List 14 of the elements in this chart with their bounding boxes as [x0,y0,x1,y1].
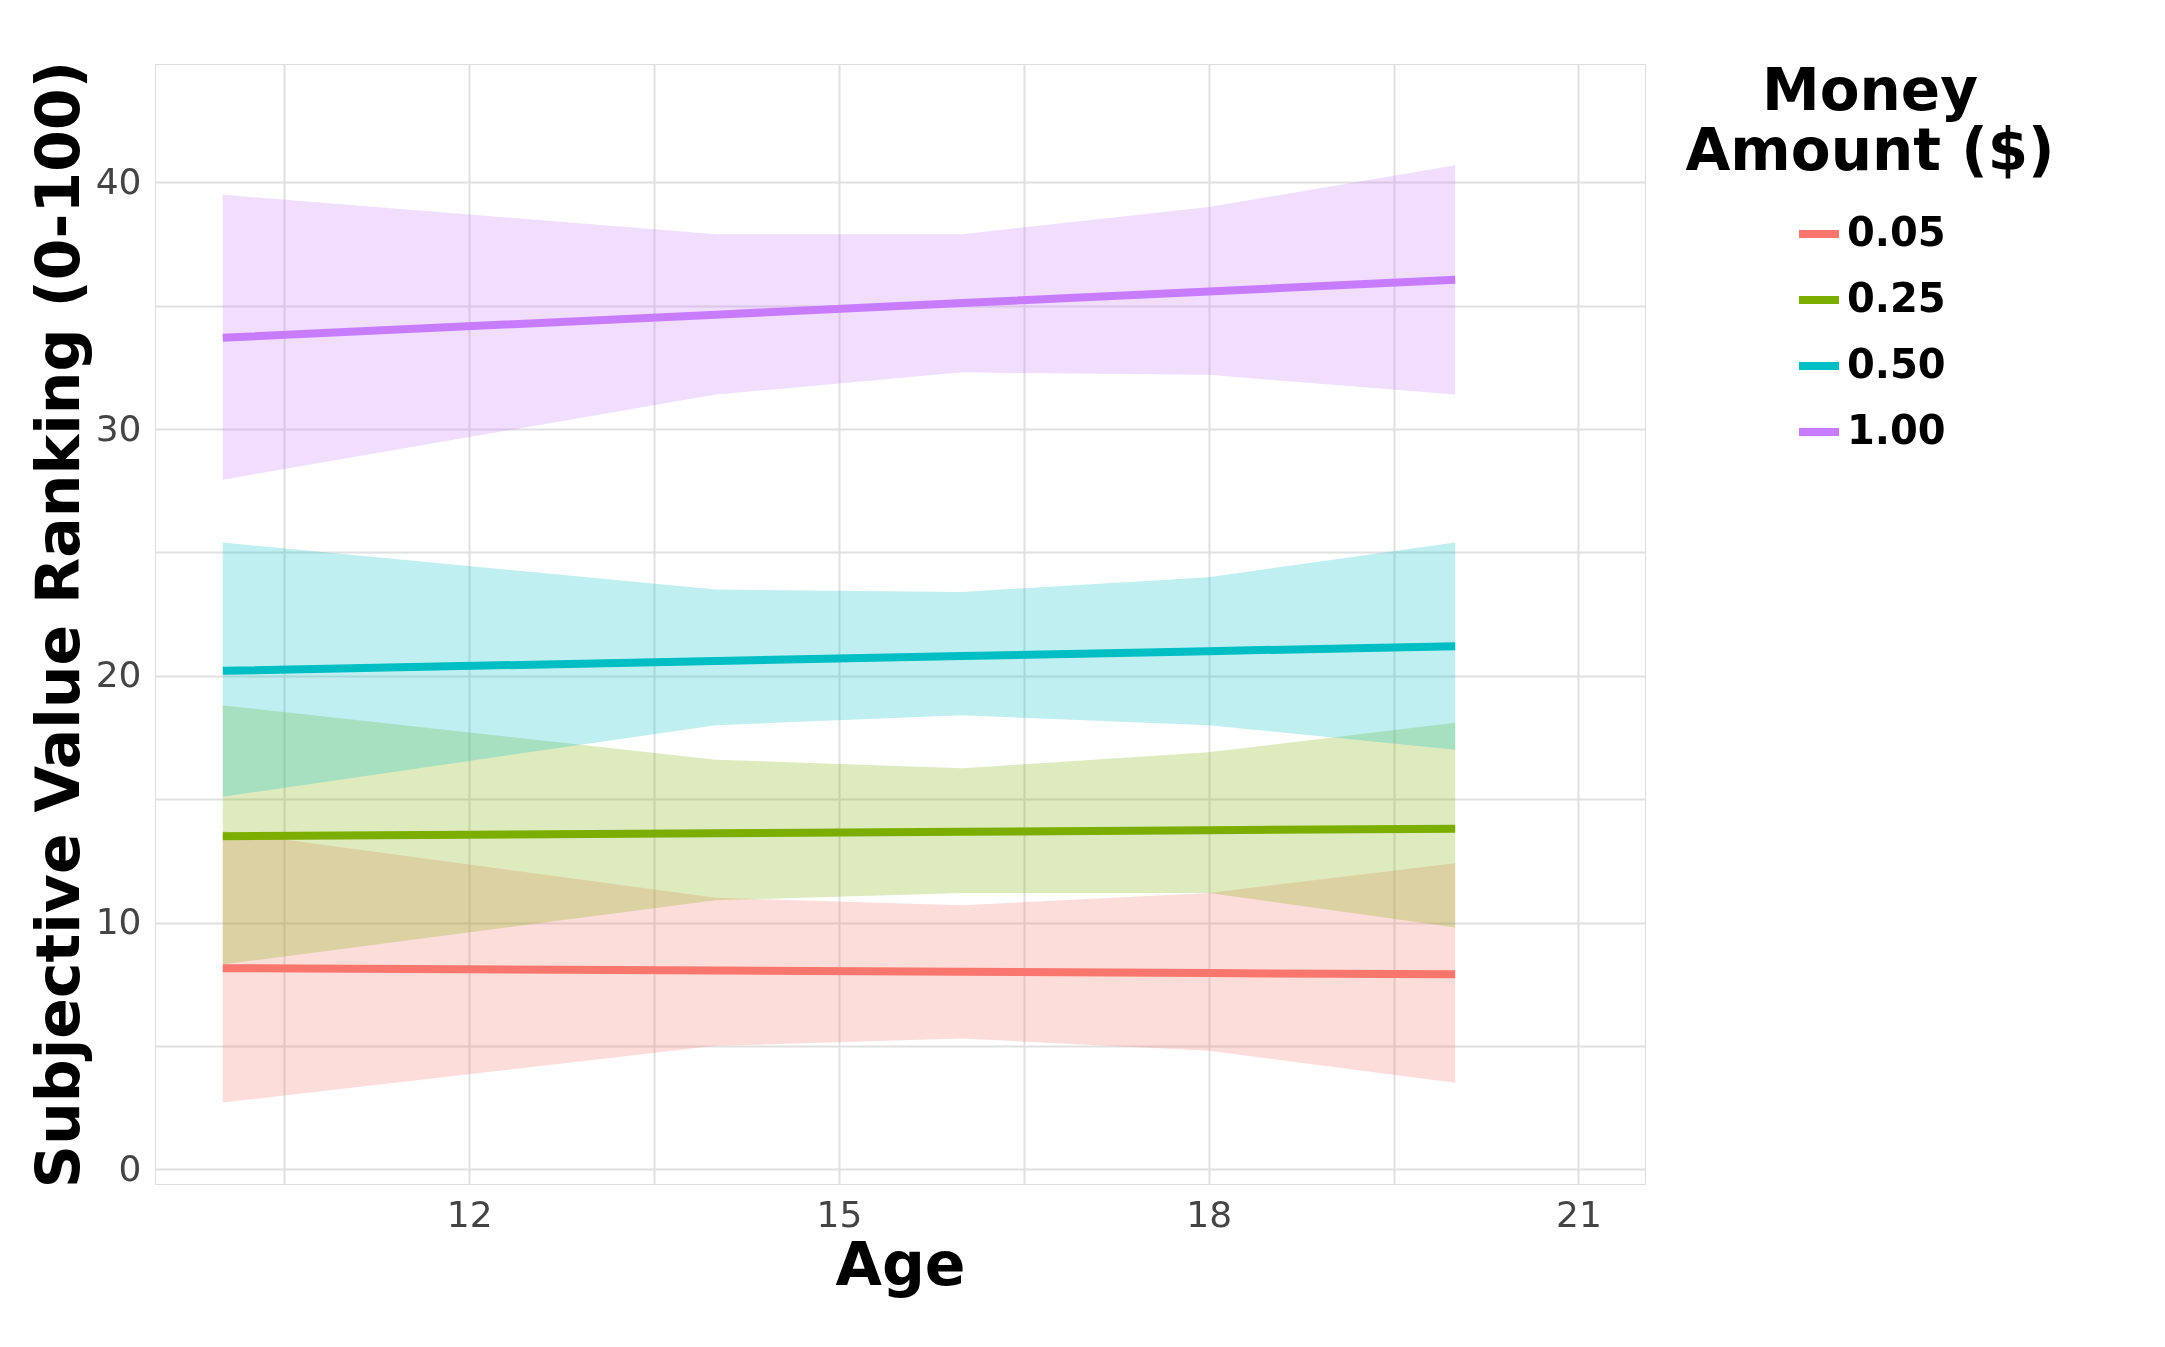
x-tick-label: 18 [1186,1193,1233,1235]
y-axis-title: Subjective Value Ranking (0-100) [22,60,93,1189]
legend-label: 0.25 [1847,275,1946,321]
x-tick-label: 12 [446,1193,493,1235]
y-tick-label: 10 [95,901,142,942]
y-tick-label: 20 [95,654,142,696]
y-tick-label: 40 [95,160,142,202]
legend-label: 0.05 [1847,209,1946,255]
legend-label: 1.00 [1847,407,1946,453]
x-tick-label: 21 [1556,1193,1602,1235]
legend-label: 0.50 [1847,341,1946,387]
y-tick-label: 30 [95,407,142,449]
y-tick-label: 0 [118,1147,142,1189]
legend-title: Money Amount ($) [1685,56,2055,184]
